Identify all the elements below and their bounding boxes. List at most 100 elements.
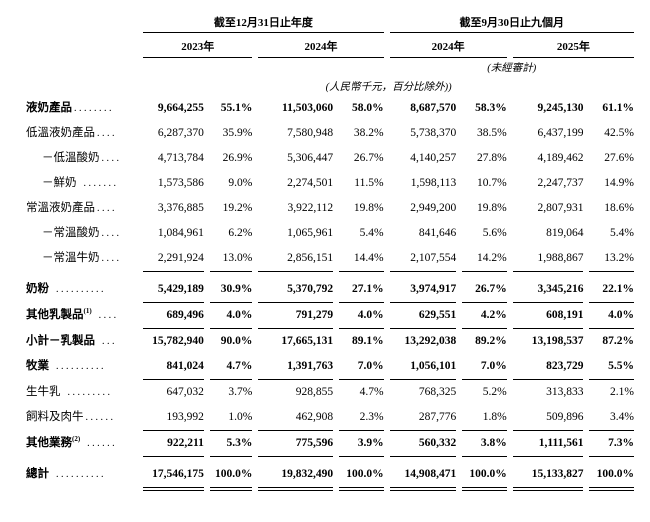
value-fy2024: 775,596 bbox=[258, 431, 334, 457]
table-row: 牧業 .......... 841,024 4.7% 1,391,763 7.0… bbox=[20, 354, 634, 380]
pct-fy2024: 5.4% bbox=[359, 227, 384, 239]
period-9m-header: 截至9月30日止九個月 bbox=[389, 12, 634, 33]
revenue-breakdown-table: 截至12月31日止年度 截至9月30日止九個月 2023年 2024年 2024… bbox=[14, 12, 640, 491]
year-header-2024-9m: 2024年 bbox=[389, 33, 507, 58]
pct-fy2023: 35.9% bbox=[222, 127, 253, 139]
table-row: 常溫液奶產品.... 3,376,885 19.2% 3,922,112 19.… bbox=[20, 196, 634, 221]
row-label: 其他乳製品 bbox=[26, 309, 84, 321]
table-row: 液奶產品........ 9,664,255 55.1% 11,503,060 … bbox=[20, 96, 634, 121]
pct-9m2024: 14.2% bbox=[462, 246, 507, 272]
pct-9m2024: 89.2% bbox=[475, 335, 507, 347]
row-label: －低溫酸奶 bbox=[42, 152, 100, 164]
value-9m2025: 608,191 bbox=[512, 303, 584, 329]
value-9m2025: 2,247,737 bbox=[537, 177, 584, 189]
value-fy2023: 2,291,924 bbox=[143, 246, 204, 272]
period-fy-header: 截至12月31日止年度 bbox=[143, 12, 384, 33]
pct-fy2023: 13.0% bbox=[209, 246, 253, 272]
row-label: 奶粉 bbox=[26, 283, 49, 295]
value-9m2025: 1,988,867 bbox=[512, 246, 584, 272]
value-fy2024: 19,832,490 bbox=[258, 457, 334, 491]
leader-dots: .... bbox=[101, 228, 122, 239]
value-fy2024: 5,370,792 bbox=[258, 272, 334, 303]
row-label-cell: 生牛乳 ......... bbox=[20, 380, 137, 405]
pct-9m2025: 2.1% bbox=[610, 386, 634, 398]
pct-fy2024: 100.0% bbox=[339, 457, 384, 491]
value-fy2024: 1,391,763 bbox=[258, 354, 334, 380]
header-spacer bbox=[20, 33, 137, 58]
pct-fy2023: 5.3% bbox=[209, 431, 253, 457]
footnote-marker: (2) bbox=[72, 435, 81, 443]
value-fy2023: 5,429,189 bbox=[143, 272, 204, 303]
row-label-cell: 其他乳製品(1) .... bbox=[20, 303, 137, 329]
leader-dots: .... bbox=[97, 128, 117, 139]
pct-fy2024: 4.7% bbox=[359, 386, 384, 398]
pct-9m2024: 5.2% bbox=[482, 386, 507, 398]
table-row: 奶粉 .......... 5,429,189 30.9% 5,370,792 … bbox=[20, 272, 634, 303]
row-label: 生牛乳 bbox=[26, 386, 61, 398]
currency-note: (人民幣千元，百分比除外)) bbox=[325, 82, 452, 93]
value-9m2025: 823,729 bbox=[512, 354, 584, 380]
row-label: 液奶產品 bbox=[26, 102, 72, 114]
value-9m2024: 560,332 bbox=[389, 431, 457, 457]
value-9m2024: 2,107,554 bbox=[389, 246, 457, 272]
pct-9m2025: 87.2% bbox=[602, 335, 634, 347]
row-label-cell: 飼料及肉牛...... bbox=[20, 405, 137, 431]
year-header-row: 2023年 2024年 2024年 2025年 bbox=[20, 33, 634, 58]
row-label: 其他業務 bbox=[26, 437, 72, 449]
row-label-cell: －常溫酸奶.... bbox=[20, 221, 137, 246]
pct-fy2024: 19.8% bbox=[353, 202, 384, 214]
pct-fy2024: 2.3% bbox=[339, 405, 384, 431]
pct-9m2024: 1.8% bbox=[462, 405, 507, 431]
value-9m2025: 13,198,537 bbox=[531, 335, 584, 347]
pct-fy2023: 55.1% bbox=[220, 102, 253, 114]
row-label: －常溫酸奶 bbox=[42, 227, 100, 239]
pct-fy2023: 19.2% bbox=[222, 202, 253, 214]
pct-fy2024: 89.1% bbox=[351, 335, 384, 347]
value-9m2024: 4,140,257 bbox=[410, 152, 457, 164]
value-fy2023: 3,376,885 bbox=[157, 202, 204, 214]
header-spacer bbox=[20, 77, 137, 96]
value-fy2024: 1,065,961 bbox=[287, 227, 334, 239]
table-row: －鮮奶 ....... 1,573,586 9.0% 2,274,501 11.… bbox=[20, 171, 634, 196]
value-fy2023: 647,032 bbox=[166, 386, 204, 398]
pct-9m2024: 3.8% bbox=[462, 431, 507, 457]
table-row: 其他乳製品(1) .... 689,496 4.0% 791,279 4.0% … bbox=[20, 303, 634, 329]
pct-fy2023: 30.9% bbox=[209, 272, 253, 303]
year-header-2024-fy: 2024年 bbox=[258, 33, 384, 58]
row-label: 常溫液奶產品 bbox=[26, 202, 95, 214]
value-9m2025: 509,896 bbox=[512, 405, 584, 431]
pct-9m2024: 7.0% bbox=[462, 354, 507, 380]
pct-fy2024: 58.0% bbox=[351, 102, 384, 114]
row-label-cell: －低溫酸奶.... bbox=[20, 146, 137, 171]
leader-dots: .......... bbox=[51, 284, 106, 295]
leader-dots: .......... bbox=[51, 469, 106, 480]
pct-fy2023: 3.7% bbox=[228, 386, 253, 398]
pct-fy2023: 4.0% bbox=[209, 303, 253, 329]
value-fy2023: 1,084,961 bbox=[157, 227, 204, 239]
value-fy2024: 462,908 bbox=[258, 405, 334, 431]
leader-dots: .... bbox=[93, 310, 119, 321]
header-spacer bbox=[20, 58, 137, 77]
row-label-cell: 常溫液奶產品.... bbox=[20, 196, 137, 221]
leader-dots: .... bbox=[101, 253, 122, 264]
value-fy2024: 17,665,131 bbox=[281, 335, 334, 347]
pct-9m2025: 14.9% bbox=[604, 177, 634, 189]
value-fy2024: 11,503,060 bbox=[281, 102, 334, 114]
leader-dots: ....... bbox=[78, 178, 119, 189]
row-label-cell: 奶粉 .......... bbox=[20, 272, 137, 303]
row-label: 低溫液奶產品 bbox=[26, 127, 95, 139]
period-header-row: 截至12月31日止年度 截至9月30日止九個月 bbox=[20, 12, 634, 33]
value-fy2023: 689,496 bbox=[143, 303, 204, 329]
value-9m2024: 629,551 bbox=[389, 303, 457, 329]
footnote-marker: (1) bbox=[83, 307, 92, 315]
value-9m2025: 6,437,199 bbox=[537, 127, 584, 139]
value-9m2024: 8,687,570 bbox=[410, 102, 457, 114]
table-row: 生牛乳 ......... 647,032 3.7% 928,855 4.7% … bbox=[20, 380, 634, 405]
table-row: 總計 .......... 17,546,175 100.0% 19,832,4… bbox=[20, 457, 634, 491]
value-9m2024: 841,646 bbox=[418, 227, 457, 239]
pct-9m2024: 27.8% bbox=[477, 152, 507, 164]
value-fy2023: 9,664,255 bbox=[157, 102, 204, 114]
table-body: 液奶產品........ 9,664,255 55.1% 11,503,060 … bbox=[20, 96, 634, 491]
value-9m2024: 14,908,471 bbox=[389, 457, 457, 491]
currency-note-row: (人民幣千元，百分比除外)) bbox=[20, 77, 634, 96]
